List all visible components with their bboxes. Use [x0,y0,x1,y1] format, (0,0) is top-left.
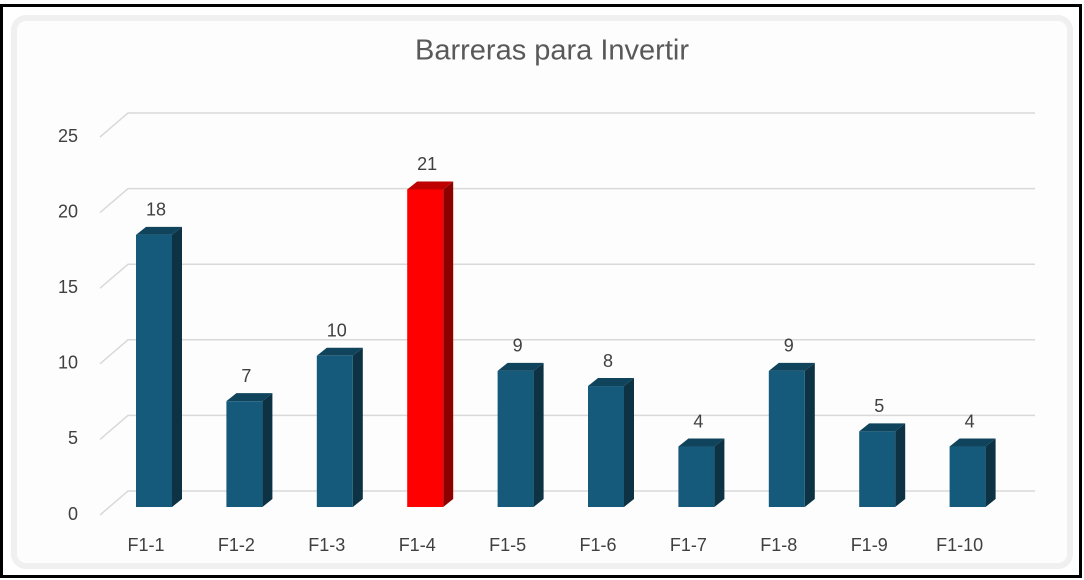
bar [949,446,986,507]
x-tick-label: F1-7 [670,535,707,555]
bar-side [624,378,634,507]
bar [136,234,172,507]
grid-line [99,263,1035,289]
bar [768,370,805,507]
bar [407,189,444,508]
data-label: 4 [965,411,975,431]
bar-side [262,393,273,507]
bar-top [859,423,906,432]
x-tick-label: F1-8 [760,535,797,555]
chart-title: Barreras para Invertir [415,35,689,67]
y-tick-label: 5 [68,428,78,448]
bar-side [533,362,544,507]
bar [226,401,263,507]
x-tick-label: F1-6 [579,535,616,555]
bar-side [895,423,906,507]
data-label: 7 [241,366,251,386]
x-tick-label: F1-10 [936,535,983,555]
grid-line [99,339,1035,365]
bar-top [678,438,725,447]
bar-top [407,181,454,190]
y-tick-label: 20 [58,201,78,221]
data-label: 9 [784,336,794,356]
grid-line [99,112,1035,138]
data-label: 4 [693,411,703,431]
bar-side [172,226,182,507]
x-tick-label: F1-4 [399,535,436,555]
x-tick-label: F1-2 [218,535,255,555]
bar-top [768,362,815,371]
bar-top [588,378,634,387]
data-label: 18 [146,200,166,220]
bar-top [226,393,273,402]
bar-side [352,347,363,507]
y-tick-label: 0 [68,504,78,524]
bar-side [443,181,454,508]
x-tick-label: F1-1 [127,535,164,555]
grid-line [99,414,1035,440]
bar [316,355,353,507]
y-tick-label: 15 [58,277,78,297]
bar [859,431,896,507]
grid-line [99,490,1035,516]
data-label: 8 [603,351,613,371]
grid-line [99,187,1035,214]
bar [588,386,624,507]
y-tick-label: 25 [58,126,78,146]
bar-top [316,347,363,356]
bar-side [804,362,815,507]
data-label: 21 [417,154,437,174]
bar-top [949,438,996,447]
y-tick-label: 10 [58,353,78,373]
x-tick-label: F1-9 [851,535,888,555]
bar [497,370,534,507]
bar-top [497,362,544,371]
x-tick-label: F1-3 [308,535,345,555]
data-label: 9 [513,336,523,356]
x-tick-label: F1-5 [489,535,526,555]
bar [678,446,715,507]
bar-side [714,438,725,507]
data-label: 10 [327,321,347,341]
bar-side [985,438,996,507]
data-label: 5 [874,396,884,416]
bar-top [136,226,182,235]
